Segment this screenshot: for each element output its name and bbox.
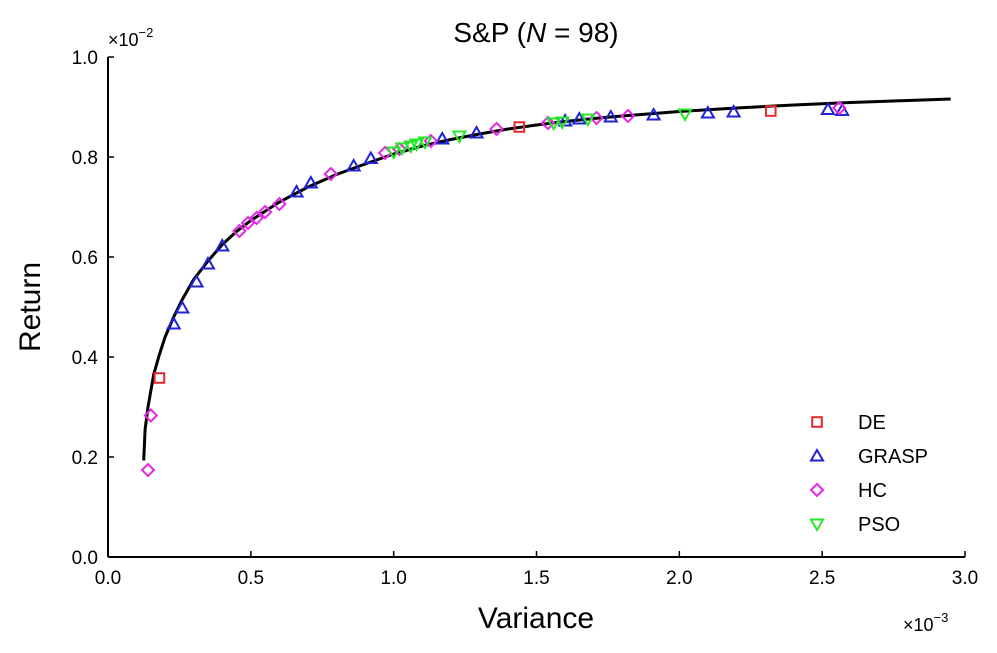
y-tick-label: 0.6 bbox=[72, 248, 98, 269]
y-tick-label: 0.2 bbox=[72, 448, 98, 469]
legend: DE GRASP HC PSO bbox=[809, 412, 928, 536]
x-tick-label: 0.0 bbox=[95, 568, 121, 589]
x-axis-multiplier: ×10−3 bbox=[903, 610, 948, 635]
point-grasp bbox=[434, 130, 450, 145]
point-grasp bbox=[571, 110, 588, 125]
point-grasp bbox=[303, 174, 319, 189]
x-tick-label: 1.0 bbox=[380, 568, 406, 589]
point-pso bbox=[677, 108, 693, 123]
point-grasp bbox=[725, 103, 742, 118]
point-grasp bbox=[645, 106, 662, 121]
point-grasp bbox=[288, 183, 305, 198]
point-hc bbox=[831, 100, 847, 116]
x-tick-label: 1.5 bbox=[523, 568, 549, 589]
point-pso bbox=[451, 130, 468, 145]
point-hc bbox=[143, 408, 159, 423]
point-grasp bbox=[345, 157, 362, 172]
legend-label-pso: PSO bbox=[858, 514, 900, 536]
legend-marker-grasp bbox=[809, 447, 825, 462]
x-tick-label: 0.5 bbox=[238, 568, 264, 589]
point-hc bbox=[540, 115, 556, 131]
point-grasp bbox=[700, 104, 716, 119]
legend-marker-de bbox=[811, 416, 823, 428]
legend-label-grasp: GRASP bbox=[858, 446, 928, 468]
x-tick-label: 2.5 bbox=[809, 568, 835, 589]
point-hc bbox=[240, 215, 256, 231]
point-grasp bbox=[174, 299, 190, 314]
point-pso bbox=[417, 136, 433, 151]
point-pso bbox=[545, 117, 562, 132]
chart-title: S&P (N = 98) bbox=[453, 17, 618, 48]
point-hc bbox=[231, 223, 247, 239]
point-hc bbox=[249, 210, 264, 226]
point-grasp bbox=[200, 255, 216, 270]
x-tick-label: 2.0 bbox=[666, 568, 692, 589]
point-grasp bbox=[165, 315, 182, 330]
point-hc bbox=[489, 121, 504, 137]
y-tick-label: 0.0 bbox=[72, 548, 98, 569]
point-grasp bbox=[214, 237, 230, 252]
y-tick-label: 1.0 bbox=[72, 48, 98, 69]
point-de bbox=[153, 372, 166, 384]
y-tick-label: 0.8 bbox=[72, 148, 98, 169]
point-de bbox=[764, 105, 777, 117]
point-grasp bbox=[820, 101, 836, 115]
point-pso bbox=[580, 113, 596, 128]
point-de bbox=[513, 121, 526, 133]
point-hc bbox=[323, 166, 339, 182]
legend-marker-pso bbox=[809, 518, 825, 533]
efficient-frontier-curve bbox=[142, 97, 951, 461]
point-grasp bbox=[468, 124, 485, 139]
y-axis-title: Return bbox=[14, 262, 47, 352]
point-grasp bbox=[363, 150, 379, 164]
point-grasp bbox=[834, 102, 850, 116]
point-hc bbox=[423, 133, 439, 149]
point-pso bbox=[408, 138, 425, 153]
legend-label-de: DE bbox=[858, 412, 886, 434]
y-axis-ticks: 0.0 0.2 0.4 0.6 0.8 1.0 bbox=[72, 48, 114, 569]
point-hc bbox=[140, 462, 156, 478]
x-axis-title: Variance bbox=[478, 602, 594, 635]
point-grasp bbox=[603, 108, 619, 123]
y-tick-label: 0.4 bbox=[72, 348, 99, 369]
point-pso bbox=[385, 146, 402, 161]
data-points bbox=[140, 100, 850, 478]
point-pso bbox=[394, 142, 410, 157]
point-hc bbox=[271, 196, 287, 212]
y-axis-multiplier: ×10−2 bbox=[108, 25, 153, 50]
point-hc bbox=[620, 108, 636, 124]
x-tick-label: 3.0 bbox=[952, 568, 978, 589]
legend-marker-hc bbox=[809, 482, 825, 498]
legend-label-hc: HC bbox=[858, 480, 887, 502]
point-pso bbox=[554, 116, 570, 131]
point-grasp bbox=[188, 273, 205, 288]
x-axis-ticks: 0.0 0.5 1.0 1.5 2.0 2.5 3.0 bbox=[95, 551, 978, 589]
point-hc bbox=[257, 204, 273, 220]
point-grasp bbox=[557, 112, 573, 127]
